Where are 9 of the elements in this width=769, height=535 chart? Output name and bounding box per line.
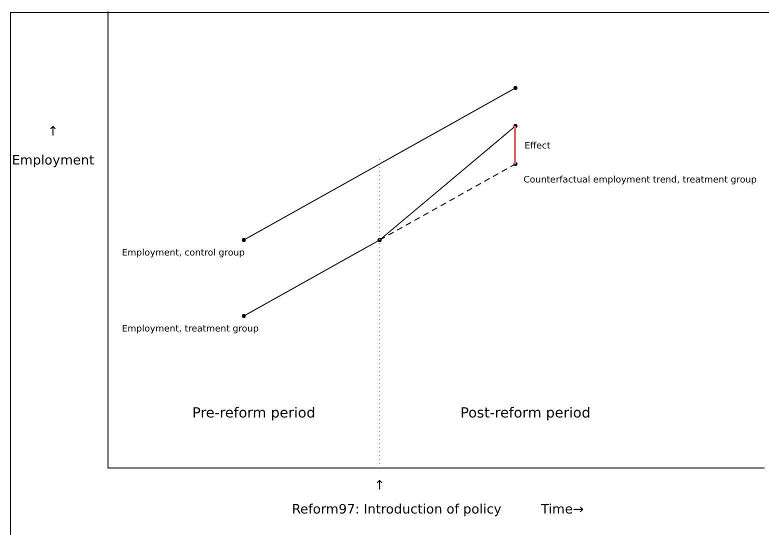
series-label: Employment, control group [122, 248, 246, 258]
annotation: Post-reform period [460, 406, 591, 422]
annotation: Effect [524, 141, 551, 152]
series-label: Employment, treatment group [122, 324, 260, 334]
text: ↑ Employment [12, 124, 94, 168]
text: ↑ Reform97: Introduction of policy [292, 478, 502, 518]
series-label: Counterfactual employment trend, treatment group [523, 175, 758, 186]
x-axis-title: Time→ [540, 502, 584, 518]
annotation: Pre-reform period [192, 406, 316, 422]
